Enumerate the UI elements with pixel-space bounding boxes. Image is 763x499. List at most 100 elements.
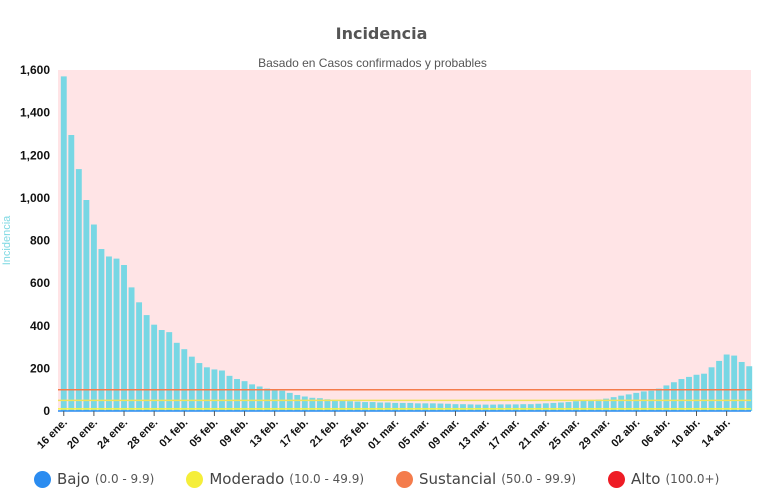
x-tick-label: 24 ene. xyxy=(95,417,130,452)
incidence-bar-chart: 0 200 400 600 800 1,000 1,200 1,400 1,600 16 ene… xyxy=(1,63,753,452)
x-tick-label: 13 mar. xyxy=(456,417,491,452)
x-axis-ticks: 16 ene.20 ene.24 ene.28 ene.01 feb.05 fe… xyxy=(35,411,733,452)
bar-22 xyxy=(226,375,233,411)
bar-2 xyxy=(75,169,82,411)
legend-dot-bajo xyxy=(34,470,51,488)
bar-5 xyxy=(98,249,105,411)
x-tick-label: 09 mar. xyxy=(426,417,461,452)
x-tick-label: 17 mar. xyxy=(487,417,522,452)
bar-24 xyxy=(241,381,248,411)
x-tick-label: 01 mar. xyxy=(366,417,401,452)
bar-62 xyxy=(527,404,534,411)
bar-12 xyxy=(151,324,158,411)
bar-80 xyxy=(663,385,670,411)
x-tick-label: 25 mar. xyxy=(547,417,582,452)
x-tick-label: 05 feb. xyxy=(187,417,220,450)
x-tick-label: 10 abr. xyxy=(669,417,702,450)
bar-46 xyxy=(407,402,414,411)
bar-33 xyxy=(309,397,316,411)
x-tick-label: 06 abr. xyxy=(639,417,672,450)
bar-49 xyxy=(429,403,436,411)
bar-74 xyxy=(618,395,625,411)
y-tick-label: 1,600 xyxy=(20,63,50,77)
legend: Bajo (0.0 - 9.9) Moderado (10.0 - 49.9) … xyxy=(34,470,751,488)
x-tick-label: 21 mar. xyxy=(517,417,552,452)
threshold-lines xyxy=(58,388,751,410)
bar-0 xyxy=(60,76,67,411)
bar-59 xyxy=(505,404,512,411)
bar-23 xyxy=(234,379,240,411)
bar-85 xyxy=(701,373,707,411)
chart-title: Incidencia xyxy=(335,24,428,43)
legend-item-moderado[interactable]: Moderado (10.0 - 49.9) xyxy=(186,470,364,488)
x-tick-label: 29 mar. xyxy=(577,417,612,452)
bar-30 xyxy=(286,392,293,411)
x-tick-label: 20 ene. xyxy=(65,417,100,452)
bar-3 xyxy=(83,200,90,411)
legend-range-alto: (100.0+) xyxy=(665,472,720,486)
bar-36 xyxy=(332,399,338,411)
bar-89 xyxy=(731,355,738,411)
x-tick-label: 28 ene. xyxy=(125,417,160,452)
y-tick-label: 1,400 xyxy=(20,106,50,120)
bar-55 xyxy=(475,404,481,411)
bar-31 xyxy=(294,395,301,411)
bar-9 xyxy=(128,287,135,411)
bar-53 xyxy=(460,404,466,411)
bar-81 xyxy=(670,382,677,411)
legend-item-bajo[interactable]: Bajo (0.0 - 9.9) xyxy=(34,470,154,488)
bar-68 xyxy=(573,401,579,411)
y-tick-label: 400 xyxy=(30,319,50,333)
x-tick-label: 02 abr. xyxy=(609,417,642,450)
bar-45 xyxy=(399,402,406,411)
bar-7 xyxy=(113,258,120,411)
bar-57 xyxy=(490,404,497,411)
bar-42 xyxy=(377,402,384,411)
bar-38 xyxy=(347,401,353,411)
bar-35 xyxy=(324,399,331,411)
bar-51 xyxy=(444,403,451,411)
bar-14 xyxy=(166,332,173,411)
bar-37 xyxy=(339,400,346,411)
bar-13 xyxy=(158,330,165,411)
bar-54 xyxy=(467,404,474,411)
bar-73 xyxy=(610,397,617,411)
x-tick-label: 14 abr. xyxy=(700,417,733,450)
x-tick-label: 01 feb. xyxy=(157,417,190,450)
bar-48 xyxy=(422,403,429,411)
bar-8 xyxy=(121,265,127,411)
bar-41 xyxy=(369,402,376,411)
bar-series xyxy=(60,76,753,411)
bar-56 xyxy=(482,404,489,411)
x-tick-label: 17 feb. xyxy=(278,417,311,450)
plot-background xyxy=(58,70,751,411)
x-tick-label: 21 feb. xyxy=(308,417,341,450)
bar-65 xyxy=(550,402,557,411)
bar-47 xyxy=(414,403,421,411)
y-tick-label: 1,000 xyxy=(20,191,50,205)
bar-61 xyxy=(520,404,527,411)
y-axis-ticks: 0 200 400 600 800 1,000 1,200 1,400 1,600 xyxy=(20,63,50,418)
bar-11 xyxy=(143,315,150,411)
bar-26 xyxy=(256,386,263,411)
legend-item-alto[interactable]: Alto (100.0+) xyxy=(608,470,719,488)
bar-34 xyxy=(316,398,323,411)
x-tick-label: 13 feb. xyxy=(248,417,281,450)
legend-range-bajo: (0.0 - 9.9) xyxy=(94,472,155,486)
bar-87 xyxy=(716,360,723,411)
legend-item-sustancial[interactable]: Sustancial (50.0 - 99.9) xyxy=(396,470,576,488)
bar-71 xyxy=(595,399,602,411)
legend-label-bajo: Bajo xyxy=(57,470,90,488)
bar-40 xyxy=(362,402,369,411)
bar-60 xyxy=(512,404,519,411)
bar-1 xyxy=(68,135,75,411)
x-tick-label: 05 mar. xyxy=(396,417,431,452)
bar-72 xyxy=(603,398,610,411)
bar-64 xyxy=(542,403,549,411)
bar-66 xyxy=(557,402,564,411)
legend-label-alto: Alto xyxy=(631,470,661,488)
y-tick-label: 0 xyxy=(43,404,50,418)
bar-83 xyxy=(686,376,692,411)
bar-16 xyxy=(181,349,188,411)
bar-52 xyxy=(452,404,459,411)
